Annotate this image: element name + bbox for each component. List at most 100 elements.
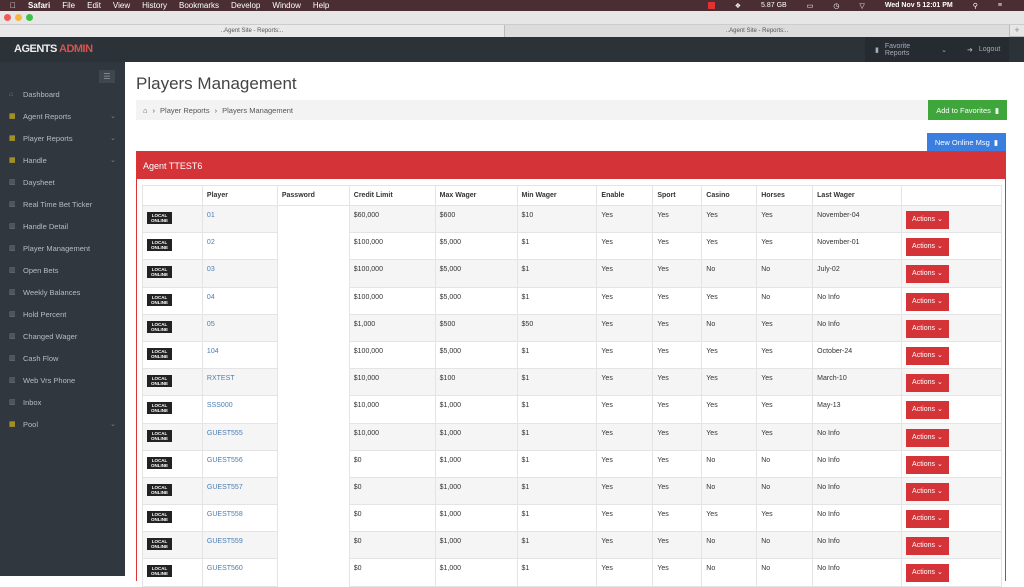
apple-icon[interactable]: 	[10, 1, 16, 10]
sidebar-item-real-time-bet-ticker[interactable]: ▥ Real Time Bet Ticker	[0, 193, 125, 215]
notifications-icon[interactable]: ≡	[997, 2, 1002, 9]
wifi-icon[interactable]: ▽	[859, 2, 865, 10]
actions-button[interactable]: Actions ⌄	[906, 401, 949, 420]
actions-button[interactable]: Actions ⌄	[906, 455, 949, 474]
menu-view[interactable]: View	[106, 1, 130, 10]
time-machine-icon[interactable]: ◷	[833, 2, 840, 10]
menu-window[interactable]: Window	[266, 1, 300, 10]
local-online-badge: LOCAL ONLINE	[147, 483, 172, 496]
menu-help[interactable]: Help	[306, 1, 329, 10]
cell: $1	[516, 286, 598, 315]
status-badge-cell: LOCAL ONLINE	[142, 558, 203, 587]
player-link[interactable]: GUEST559	[206, 538, 243, 546]
new-tab-icon[interactable]: +	[1014, 25, 1020, 35]
cell: Yes	[652, 504, 703, 533]
browser-tab[interactable]: ..Agent Site - Reports:..	[0, 25, 505, 37]
actions-button[interactable]: Actions ⌄	[906, 346, 949, 365]
actions-button[interactable]: Actions ⌄	[906, 319, 949, 338]
zoom-window-button[interactable]	[26, 14, 33, 21]
browser-tab[interactable]: ..Agent Site - Reports:..	[505, 25, 1010, 37]
favorite-reports-dropdown[interactable]: ▮ Favorite Reports ⌄	[865, 37, 957, 62]
menu-history[interactable]: History	[136, 1, 167, 10]
actions-button[interactable]: Actions ⌄	[906, 482, 949, 501]
sidebar-toggle-icon[interactable]: ☰	[99, 70, 115, 83]
column-header: Password	[276, 185, 350, 206]
cell: $1	[516, 504, 598, 533]
local-online-badge: LOCAL ONLINE	[147, 538, 172, 551]
actions-button[interactable]: Actions ⌄	[906, 428, 949, 447]
logout-button[interactable]: ➜ Logout	[957, 37, 1009, 62]
airplay-icon[interactable]: ▭	[806, 2, 814, 10]
player-link[interactable]: GUEST558	[206, 511, 243, 519]
player-link[interactable]: GUEST557	[206, 483, 243, 491]
home-icon[interactable]: ⌂	[143, 105, 148, 115]
menu-edit[interactable]: Edit	[81, 1, 101, 10]
sidebar-item-pool[interactable]: ▦ Pool ⌄	[0, 413, 125, 435]
spotlight-icon[interactable]: ⚲	[972, 2, 978, 10]
logo[interactable]: AGENTS ADMIN	[14, 43, 93, 55]
player-link[interactable]: 04	[206, 293, 215, 301]
dropbox-icon[interactable]: ❖	[734, 2, 741, 10]
record-icon[interactable]	[707, 2, 715, 9]
cell: Yes	[701, 204, 758, 234]
actions-button[interactable]: Actions ⌄	[906, 374, 949, 393]
cell: No	[756, 476, 814, 506]
cell: Yes	[701, 504, 758, 533]
menu-bookmarks[interactable]: Bookmarks	[173, 1, 219, 10]
sidebar-item-handle-detail[interactable]: ▥ Handle Detail	[0, 215, 125, 237]
actions-button[interactable]: Actions ⌄	[906, 564, 949, 583]
sidebar-item-player-management[interactable]: ▥ Player Management	[0, 237, 125, 259]
player-link[interactable]: GUEST556	[206, 456, 243, 464]
menu-app[interactable]: Safari	[22, 1, 50, 10]
menu-file[interactable]: File	[56, 1, 75, 10]
actions-button[interactable]: Actions ⌄	[906, 238, 949, 257]
cell: Yes	[652, 476, 703, 506]
sidebar-item-dashboard[interactable]: ⌂ Dashboard	[0, 83, 125, 105]
sidebar-item-handle[interactable]: ▦ Handle ⌄	[0, 149, 125, 171]
player-link[interactable]: RXTEST	[206, 375, 235, 383]
new-online-msg-button[interactable]: New Online Msg ▮	[926, 133, 1006, 151]
status-badge-cell: LOCAL ONLINE	[142, 531, 203, 560]
password-cell	[277, 205, 350, 233]
sidebar-item-label: Player Reports	[23, 133, 73, 143]
minimize-window-button[interactable]	[15, 14, 22, 21]
player-link[interactable]: GUEST555	[206, 429, 243, 437]
sidebar-item-player-reports[interactable]: ▦ Player Reports ⌄	[0, 127, 125, 149]
menu-develop[interactable]: Develop	[225, 1, 260, 10]
actions-button[interactable]: Actions ⌄	[906, 510, 949, 529]
sidebar-item-weekly-balances[interactable]: ▥ Weekly Balances	[0, 281, 125, 303]
cell: Yes	[652, 232, 703, 261]
player-link[interactable]: 104	[206, 347, 219, 355]
grid-icon: ▦	[9, 135, 16, 142]
sidebar-item-inbox[interactable]: ▥ Inbox	[0, 391, 125, 413]
cell: Yes	[652, 368, 703, 397]
bookmark-icon: ▮	[993, 137, 998, 147]
status-badge-cell: LOCAL ONLINE	[142, 476, 203, 506]
add-to-favorites-button[interactable]: Add to Favorites ▮	[928, 100, 1007, 120]
player-link[interactable]: GUEST560	[206, 565, 243, 573]
actions-button[interactable]: Actions ⌄	[906, 292, 949, 311]
breadcrumb-player-reports[interactable]: Player Reports	[160, 105, 210, 115]
sidebar-item-web-vrs-phone[interactable]: ▥ Web Vrs Phone	[0, 369, 125, 391]
sidebar-item-agent-reports[interactable]: ▦ Agent Reports ⌄	[0, 105, 125, 127]
close-window-button[interactable]	[4, 14, 11, 21]
actions-button[interactable]: Actions ⌄	[906, 211, 949, 229]
chevron-down-icon: ⌄	[936, 515, 943, 523]
sidebar-item-cash-flow[interactable]: ▥ Cash Flow	[0, 347, 125, 369]
actions-button[interactable]: Actions ⌄	[906, 537, 949, 556]
player-link[interactable]: 05	[206, 320, 215, 328]
sidebar-item-daysheet[interactable]: ▥ Daysheet	[0, 171, 125, 193]
player-link[interactable]: 01	[206, 212, 215, 219]
player-link[interactable]: 02	[206, 239, 215, 247]
sidebar-item-label: Daysheet	[23, 177, 55, 187]
sidebar-item-changed-wager[interactable]: ▥ Changed Wager	[0, 325, 125, 347]
cell: Yes	[596, 422, 654, 451]
player-link[interactable]: SSS000	[206, 402, 233, 410]
clock[interactable]: Wed Nov 5 12:01 PM	[884, 2, 953, 9]
sidebar-item-open-bets[interactable]: ▥ Open Bets	[0, 259, 125, 281]
cell: Yes	[652, 449, 703, 478]
player-link[interactable]: 03	[206, 266, 215, 274]
sidebar-item-hold-percent[interactable]: ▥ Hold Percent	[0, 303, 125, 325]
cell: $1,000	[434, 449, 518, 478]
actions-button[interactable]: Actions ⌄	[906, 265, 949, 284]
